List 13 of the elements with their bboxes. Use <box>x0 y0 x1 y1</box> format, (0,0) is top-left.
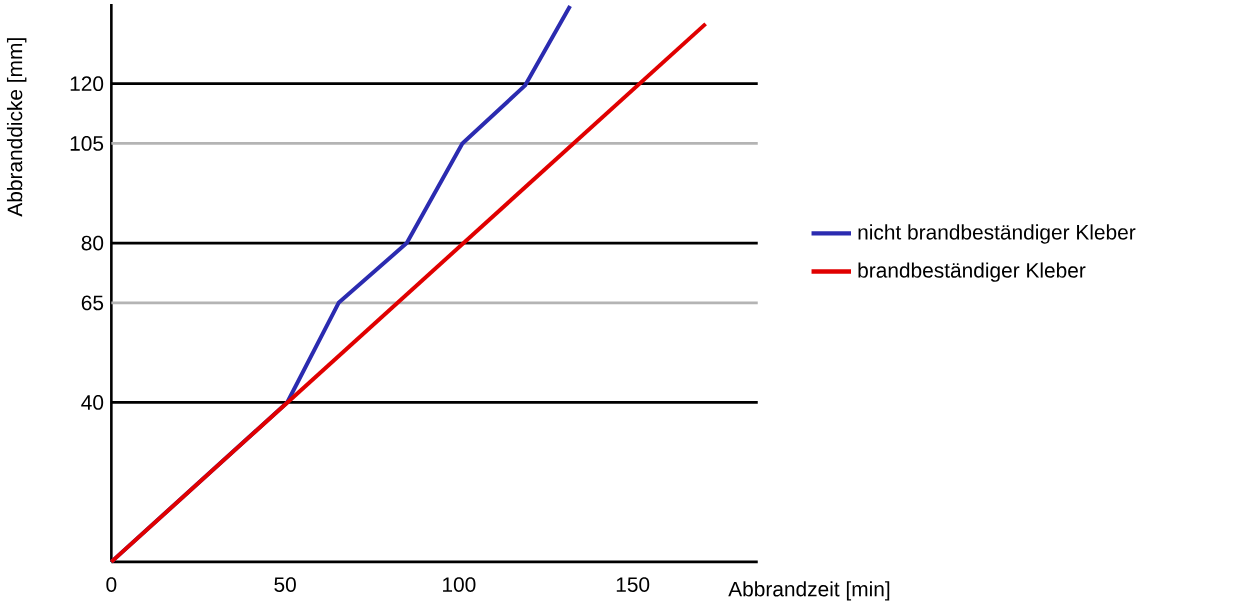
legend-label: brandbeständiger Kleber <box>858 262 1086 283</box>
x-tick-label: 0 <box>106 577 117 593</box>
y-tick-label: 40 <box>81 395 104 411</box>
y-tick-label: 120 <box>70 76 104 92</box>
y-tick-label: 105 <box>70 136 104 152</box>
y-tick-label: 80 <box>81 235 104 251</box>
x-tick-label: 100 <box>443 577 476 593</box>
legend-label: nicht brandbeständiger Kleber <box>858 224 1136 244</box>
x-tick-label: 50 <box>274 577 296 593</box>
x-axis-title: Abbrandzeit [min] <box>728 581 890 601</box>
y-tick-label: 65 <box>81 295 104 311</box>
x-tick-label: 150 <box>616 577 650 593</box>
y-axis-title: Abbranddicke [mm] <box>6 38 27 217</box>
